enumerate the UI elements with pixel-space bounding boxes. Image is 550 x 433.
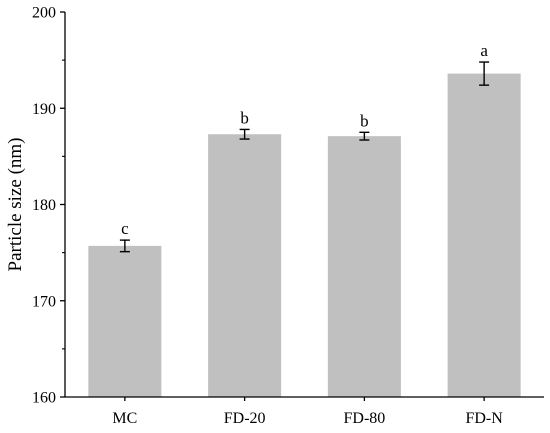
y-tick-label: 180 bbox=[32, 197, 56, 214]
y-ticks-layer: 160 170 180 190 200 bbox=[32, 5, 65, 407]
significance-letter: b bbox=[360, 111, 369, 130]
x-tick-label: MC bbox=[112, 410, 137, 427]
bars-layer bbox=[88, 73, 521, 398]
x-ticks-layer: MC FD-20 FD-80 FD-N bbox=[112, 397, 503, 427]
y-axis-title: Particle size (nm) bbox=[5, 137, 26, 271]
bar bbox=[447, 73, 521, 397]
bar bbox=[88, 245, 162, 397]
y-tick-label: 200 bbox=[32, 5, 56, 22]
y-tick-label: 190 bbox=[32, 101, 56, 118]
significance-letter: b bbox=[240, 108, 249, 127]
error-bars-layer bbox=[119, 61, 490, 253]
x-tick-label: FD-20 bbox=[224, 410, 266, 427]
bar bbox=[327, 136, 401, 397]
y-tick-label: 160 bbox=[32, 390, 56, 407]
bar bbox=[208, 134, 282, 398]
y-tick-label: 170 bbox=[32, 293, 56, 310]
x-tick-label: FD-80 bbox=[343, 410, 385, 427]
significance-letter: c bbox=[121, 219, 129, 238]
x-tick-label: FD-N bbox=[465, 410, 503, 427]
significance-letter: a bbox=[480, 41, 488, 60]
significance-labels-layer: c b b a bbox=[121, 41, 488, 238]
